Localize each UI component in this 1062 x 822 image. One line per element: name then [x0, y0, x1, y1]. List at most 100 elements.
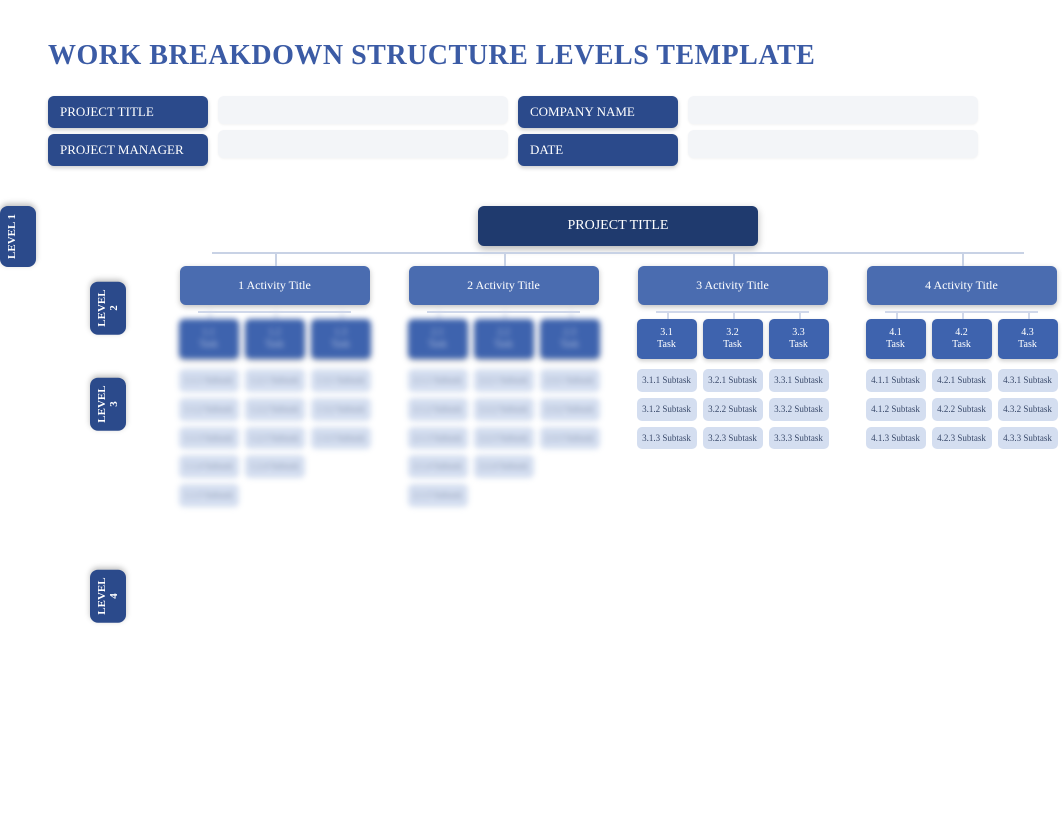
task-id: 3.1 — [660, 327, 673, 338]
task-id: 2.1 — [431, 327, 444, 338]
tasks-row: 3.1Task3.2Task3.3Task — [637, 319, 829, 359]
level-chip-1: LEVEL 1 — [0, 206, 36, 267]
task-label: Task — [886, 339, 905, 350]
task-node: 2.2Task — [474, 319, 534, 359]
subtask-column: 1.2.1 Subtask 1.2.2 Subtask 1.2.3 Subtask 1… — [245, 369, 305, 507]
task-node: 4.1Task — [866, 319, 926, 359]
subtask-node: 1.2.2 Subtask — [245, 398, 305, 421]
subtask-node: 3.2.1 Subtask — [703, 369, 763, 392]
subtask-column: 4.1.1 Subtask 4.1.2 Subtask 4.1.3 Subtask — [866, 369, 926, 449]
subtask-node: 4.1.1 Subtask — [866, 369, 926, 392]
subtask-node: 2.2.3 Subtask — [474, 427, 534, 450]
level-chip-3: LEVEL 3 — [90, 378, 126, 431]
subtask-node: 2.1.3 Subtask — [408, 427, 468, 450]
subtask-node: 2.1.5 Subtask — [408, 484, 468, 507]
subtask-node: 3.1.2 Subtask — [637, 398, 697, 421]
meta-input-company-name[interactable] — [688, 96, 978, 124]
task-label: Task — [1018, 339, 1037, 350]
wbs-diagram: LEVEL 1 LEVEL 2 LEVEL 3 LEVEL 4 PROJECT … — [48, 206, 1062, 507]
subtask-columns: 2.1.1 Subtask 2.1.2 Subtask 2.1.3 Subtask 2… — [408, 369, 600, 507]
subtask-node: 4.2.2 Subtask — [932, 398, 992, 421]
subtask-node: 1.2.4 Subtask — [245, 455, 305, 478]
meta-input-date[interactable] — [688, 130, 978, 158]
subtask-columns: 1.1.1 Subtask1.1.2 Subtask1.1.3 Subtask1… — [179, 369, 371, 507]
subtask-node: 1.1.5 Subtask — [179, 484, 239, 507]
subtask-node: 3.3.2 Subtask — [769, 398, 829, 421]
subtask-node: 3.1.1 Subtask — [637, 369, 697, 392]
task-label: Task — [428, 339, 447, 350]
subtask-column: 3.1.1 Subtask 3.1.2 Subtask 3.1.3 Subtask — [637, 369, 697, 449]
subtask-column: 2.3.1 Subtask2.3.2 Subtask2.3.3 Subtask — [540, 369, 600, 507]
activity-lane: 4 Activity Title4.1Task4.2Task4.3Task4.1… — [854, 266, 1062, 507]
task-node: 1.3Task — [311, 319, 371, 359]
activity-node: 2 Activity Title — [409, 266, 599, 305]
root-node: PROJECT TITLE — [478, 206, 758, 246]
meta-label-project-manager: PROJECT MANAGER — [48, 134, 208, 166]
subtask-node: 2.1.2 Subtask — [408, 398, 468, 421]
subtask-node: 4.2.3 Subtask — [932, 427, 992, 450]
meta-label-company-name: COMPANY NAME — [518, 96, 678, 128]
meta-input-project-manager[interactable] — [218, 130, 508, 158]
subtask-column: 1.1.1 Subtask1.1.2 Subtask1.1.3 Subtask1… — [179, 369, 239, 507]
subtask-node: 3.2.3 Subtask — [703, 427, 763, 450]
task-node: 3.3Task — [769, 319, 829, 359]
task-label: Task — [723, 339, 742, 350]
subtask-node: 3.1.3 Subtask — [637, 427, 697, 450]
subtask-node: 3.3.3 Subtask — [769, 427, 829, 450]
activity-lane: 2 Activity Title2.1Task2.2Task2.3Task2.1… — [396, 266, 611, 507]
subtask-node: 4.3.1 Subtask — [998, 369, 1058, 392]
activity-node: 3 Activity Title — [638, 266, 828, 305]
subtask-node: 1.3.3 Subtask — [311, 427, 371, 450]
level-chip-2: LEVEL 2 — [90, 282, 126, 335]
level-chip-4: LEVEL 4 — [90, 570, 126, 623]
subtask-node: 4.2.1 Subtask — [932, 369, 992, 392]
subtask-column: 2.2.1 Subtask2.2.2 Subtask2.2.3 Subtask2… — [474, 369, 534, 507]
page-title: WORK BREAKDOWN STRUCTURE LEVELS TEMPLATE — [48, 40, 1062, 72]
task-node: 2.3Task — [540, 319, 600, 359]
activity-lane: 1 Activity Title1.1Task1.2Task1.3Task1.1… — [167, 266, 382, 507]
meta-input-project-title[interactable] — [218, 96, 508, 124]
subtask-node: 2.2.2 Subtask — [474, 398, 534, 421]
subtask-column: 4.3.1 Subtask4.3.2 Subtask4.3.3 Subtask — [998, 369, 1058, 449]
task-id: 3.2 — [726, 327, 739, 338]
task-node: 1.2Task — [245, 319, 305, 359]
subtask-node: 1.2.1 Subtask — [245, 369, 305, 392]
meta-label-date: DATE — [518, 134, 678, 166]
tasks-row: 1.1Task1.2Task1.3Task — [179, 319, 371, 359]
subtask-columns: 4.1.1 Subtask4.1.2 Subtask4.1.3 Subtask4… — [866, 369, 1058, 449]
task-node: 3.2Task — [703, 319, 763, 359]
subtask-column: 4.2.1 Subtask 4.2.2 Subtask 4.2.3 Subtask — [932, 369, 992, 449]
subtask-node: 4.3.3 Subtask — [998, 427, 1058, 450]
subtask-node: 4.1.3 Subtask — [866, 427, 926, 450]
meta-label-project-title: PROJECT TITLE — [48, 96, 208, 128]
task-label: Task — [789, 339, 808, 350]
task-label: Task — [331, 339, 350, 350]
subtask-node: 1.1.2 Subtask — [179, 398, 239, 421]
tasks-row: 4.1Task4.2Task4.3Task — [866, 319, 1058, 359]
task-node: 2.1Task — [408, 319, 468, 359]
subtask-node: 1.3.1 Subtask — [311, 369, 371, 392]
subtask-node: 1.1.4 Subtask — [179, 455, 239, 478]
task-label: Task — [265, 339, 284, 350]
subtask-node: 2.3.1 Subtask — [540, 369, 600, 392]
subtask-node: 2.1.1 Subtask — [408, 369, 468, 392]
subtask-column: 3.3.1 Subtask 3.3.2 Subtask 3.3.3 Subtask — [769, 369, 829, 449]
subtask-column: 3.2.1 Subtask 3.2.2 Subtask 3.2.3 Subtask — [703, 369, 763, 449]
task-id: 2.3 — [563, 327, 576, 338]
task-id: 1.1 — [202, 327, 215, 338]
subtask-node: 3.2.2 Subtask — [703, 398, 763, 421]
subtask-node: 3.3.1 Subtask — [769, 369, 829, 392]
task-id: 1.2 — [268, 327, 281, 338]
task-id: 3.3 — [792, 327, 805, 338]
task-label: Task — [199, 339, 218, 350]
subtask-column: 2.1.1 Subtask 2.1.2 Subtask 2.1.3 Subtask 2… — [408, 369, 468, 507]
task-id: 2.2 — [497, 327, 510, 338]
task-label: Task — [952, 339, 971, 350]
subtask-node: 1.3.2 Subtask — [311, 398, 371, 421]
task-label: Task — [657, 339, 676, 350]
subtask-columns: 3.1.1 Subtask3.1.2 Subtask3.1.3 Subtask3… — [637, 369, 829, 449]
activity-lane: 3 Activity Title3.1Task3.2Task3.3Task3.1… — [625, 266, 840, 507]
subtask-node: 4.1.2 Subtask — [866, 398, 926, 421]
subtask-node: 1.2.3 Subtask — [245, 427, 305, 450]
subtask-node: 2.3.3 Subtask — [540, 427, 600, 450]
